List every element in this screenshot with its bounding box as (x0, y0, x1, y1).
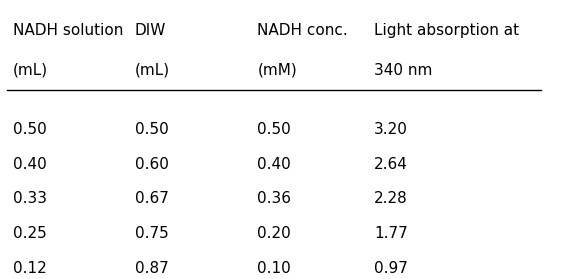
Text: 0.67: 0.67 (135, 191, 169, 206)
Text: 0.10: 0.10 (257, 261, 291, 276)
Text: NADH solution: NADH solution (12, 23, 123, 38)
Text: 0.97: 0.97 (374, 261, 408, 276)
Text: 1.77: 1.77 (374, 226, 408, 241)
Text: 0.87: 0.87 (135, 261, 169, 276)
Text: 0.50: 0.50 (135, 122, 169, 137)
Text: 0.40: 0.40 (12, 157, 46, 172)
Text: 0.20: 0.20 (257, 226, 291, 241)
Text: 0.50: 0.50 (257, 122, 291, 137)
Text: DIW: DIW (135, 23, 167, 38)
Text: 0.40: 0.40 (257, 157, 291, 172)
Text: 0.33: 0.33 (12, 191, 47, 206)
Text: Light absorption at: Light absorption at (374, 23, 519, 38)
Text: (mM): (mM) (257, 63, 297, 78)
Text: 340 nm: 340 nm (374, 63, 433, 78)
Text: 0.12: 0.12 (12, 261, 46, 276)
Text: (mL): (mL) (135, 63, 170, 78)
Text: 3.20: 3.20 (374, 122, 408, 137)
Text: 0.75: 0.75 (135, 226, 169, 241)
Text: 0.25: 0.25 (12, 226, 46, 241)
Text: NADH conc.: NADH conc. (257, 23, 348, 38)
Text: 0.36: 0.36 (257, 191, 291, 206)
Text: 2.28: 2.28 (374, 191, 408, 206)
Text: (mL): (mL) (12, 63, 48, 78)
Text: 0.60: 0.60 (135, 157, 169, 172)
Text: 0.50: 0.50 (12, 122, 46, 137)
Text: 2.64: 2.64 (374, 157, 408, 172)
